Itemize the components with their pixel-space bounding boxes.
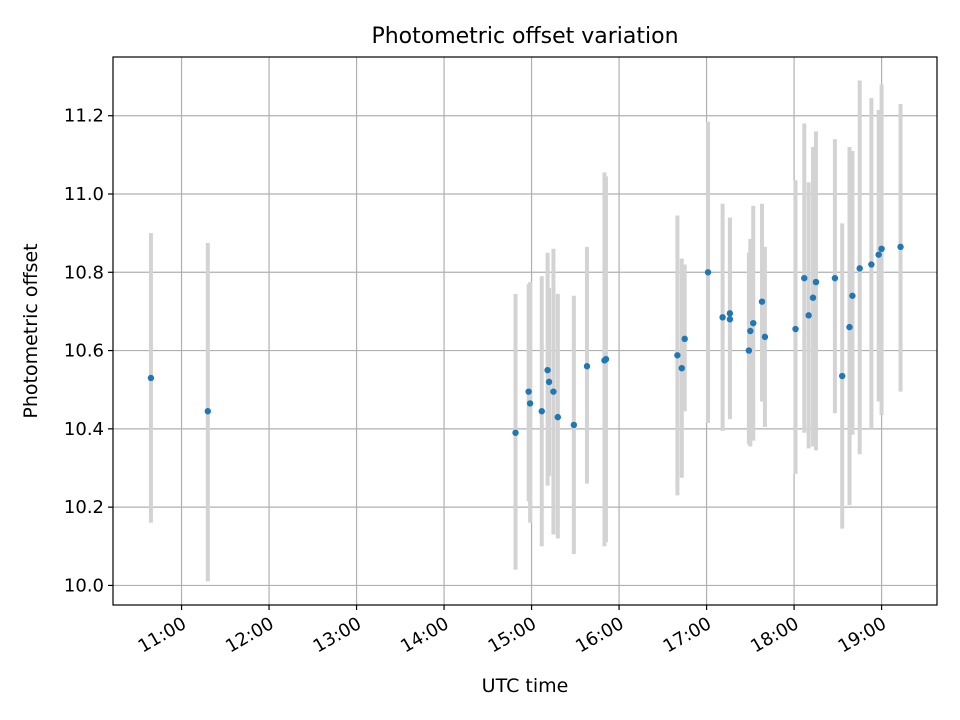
data-point [602, 355, 610, 363]
data-point [550, 388, 557, 395]
y-tick-label: 11.2 [64, 106, 104, 127]
y-tick-label: 11.0 [64, 184, 104, 205]
data-point [204, 408, 211, 415]
data-point [878, 245, 885, 252]
data-point [868, 261, 875, 268]
data-point [512, 429, 519, 436]
data-point [147, 374, 155, 382]
data-point [681, 335, 688, 343]
data-point [839, 372, 846, 380]
data-point [678, 364, 685, 372]
data-point [897, 243, 904, 251]
data-point [792, 325, 799, 333]
y-tick-label: 10.0 [64, 575, 104, 596]
data-point [801, 274, 808, 282]
data-point [554, 413, 562, 421]
data-point [674, 352, 681, 359]
data-point [856, 265, 863, 272]
data-point [726, 310, 734, 317]
data-point [747, 327, 754, 335]
data-point [726, 316, 734, 323]
data-point [525, 388, 532, 395]
y-tick-label: 10.4 [64, 419, 104, 440]
plot-area-frame [112, 56, 938, 606]
data-point [805, 312, 812, 319]
data-point [812, 278, 820, 286]
y-tick-label: 10.8 [64, 262, 104, 283]
data-point [545, 378, 553, 386]
data-points [147, 243, 904, 436]
data-point [761, 333, 769, 341]
data-point [570, 421, 578, 429]
y-axis-ticks: 10.0 10.2 10.4 10.6 10.8 11.0 11.2 [64, 106, 113, 596]
y-tick-label: 10.6 [64, 341, 104, 362]
data-point [758, 298, 766, 305]
data-point [745, 347, 753, 354]
data-point [544, 366, 551, 374]
data-point [750, 319, 757, 327]
x-axis-label: UTC time [482, 675, 569, 697]
data-point [831, 274, 839, 282]
data-point [846, 323, 853, 331]
data-point [526, 400, 534, 407]
data-point [849, 292, 856, 299]
data-point [875, 251, 882, 258]
data-point [719, 314, 726, 321]
data-point [704, 269, 712, 276]
data-point [809, 294, 817, 301]
data-point [583, 363, 591, 370]
data-point [538, 408, 545, 415]
y-tick-label: 10.2 [64, 497, 104, 518]
y-axis-label: Photometric offset [20, 243, 42, 418]
chart-title: Photometric offset variation [371, 24, 678, 49]
